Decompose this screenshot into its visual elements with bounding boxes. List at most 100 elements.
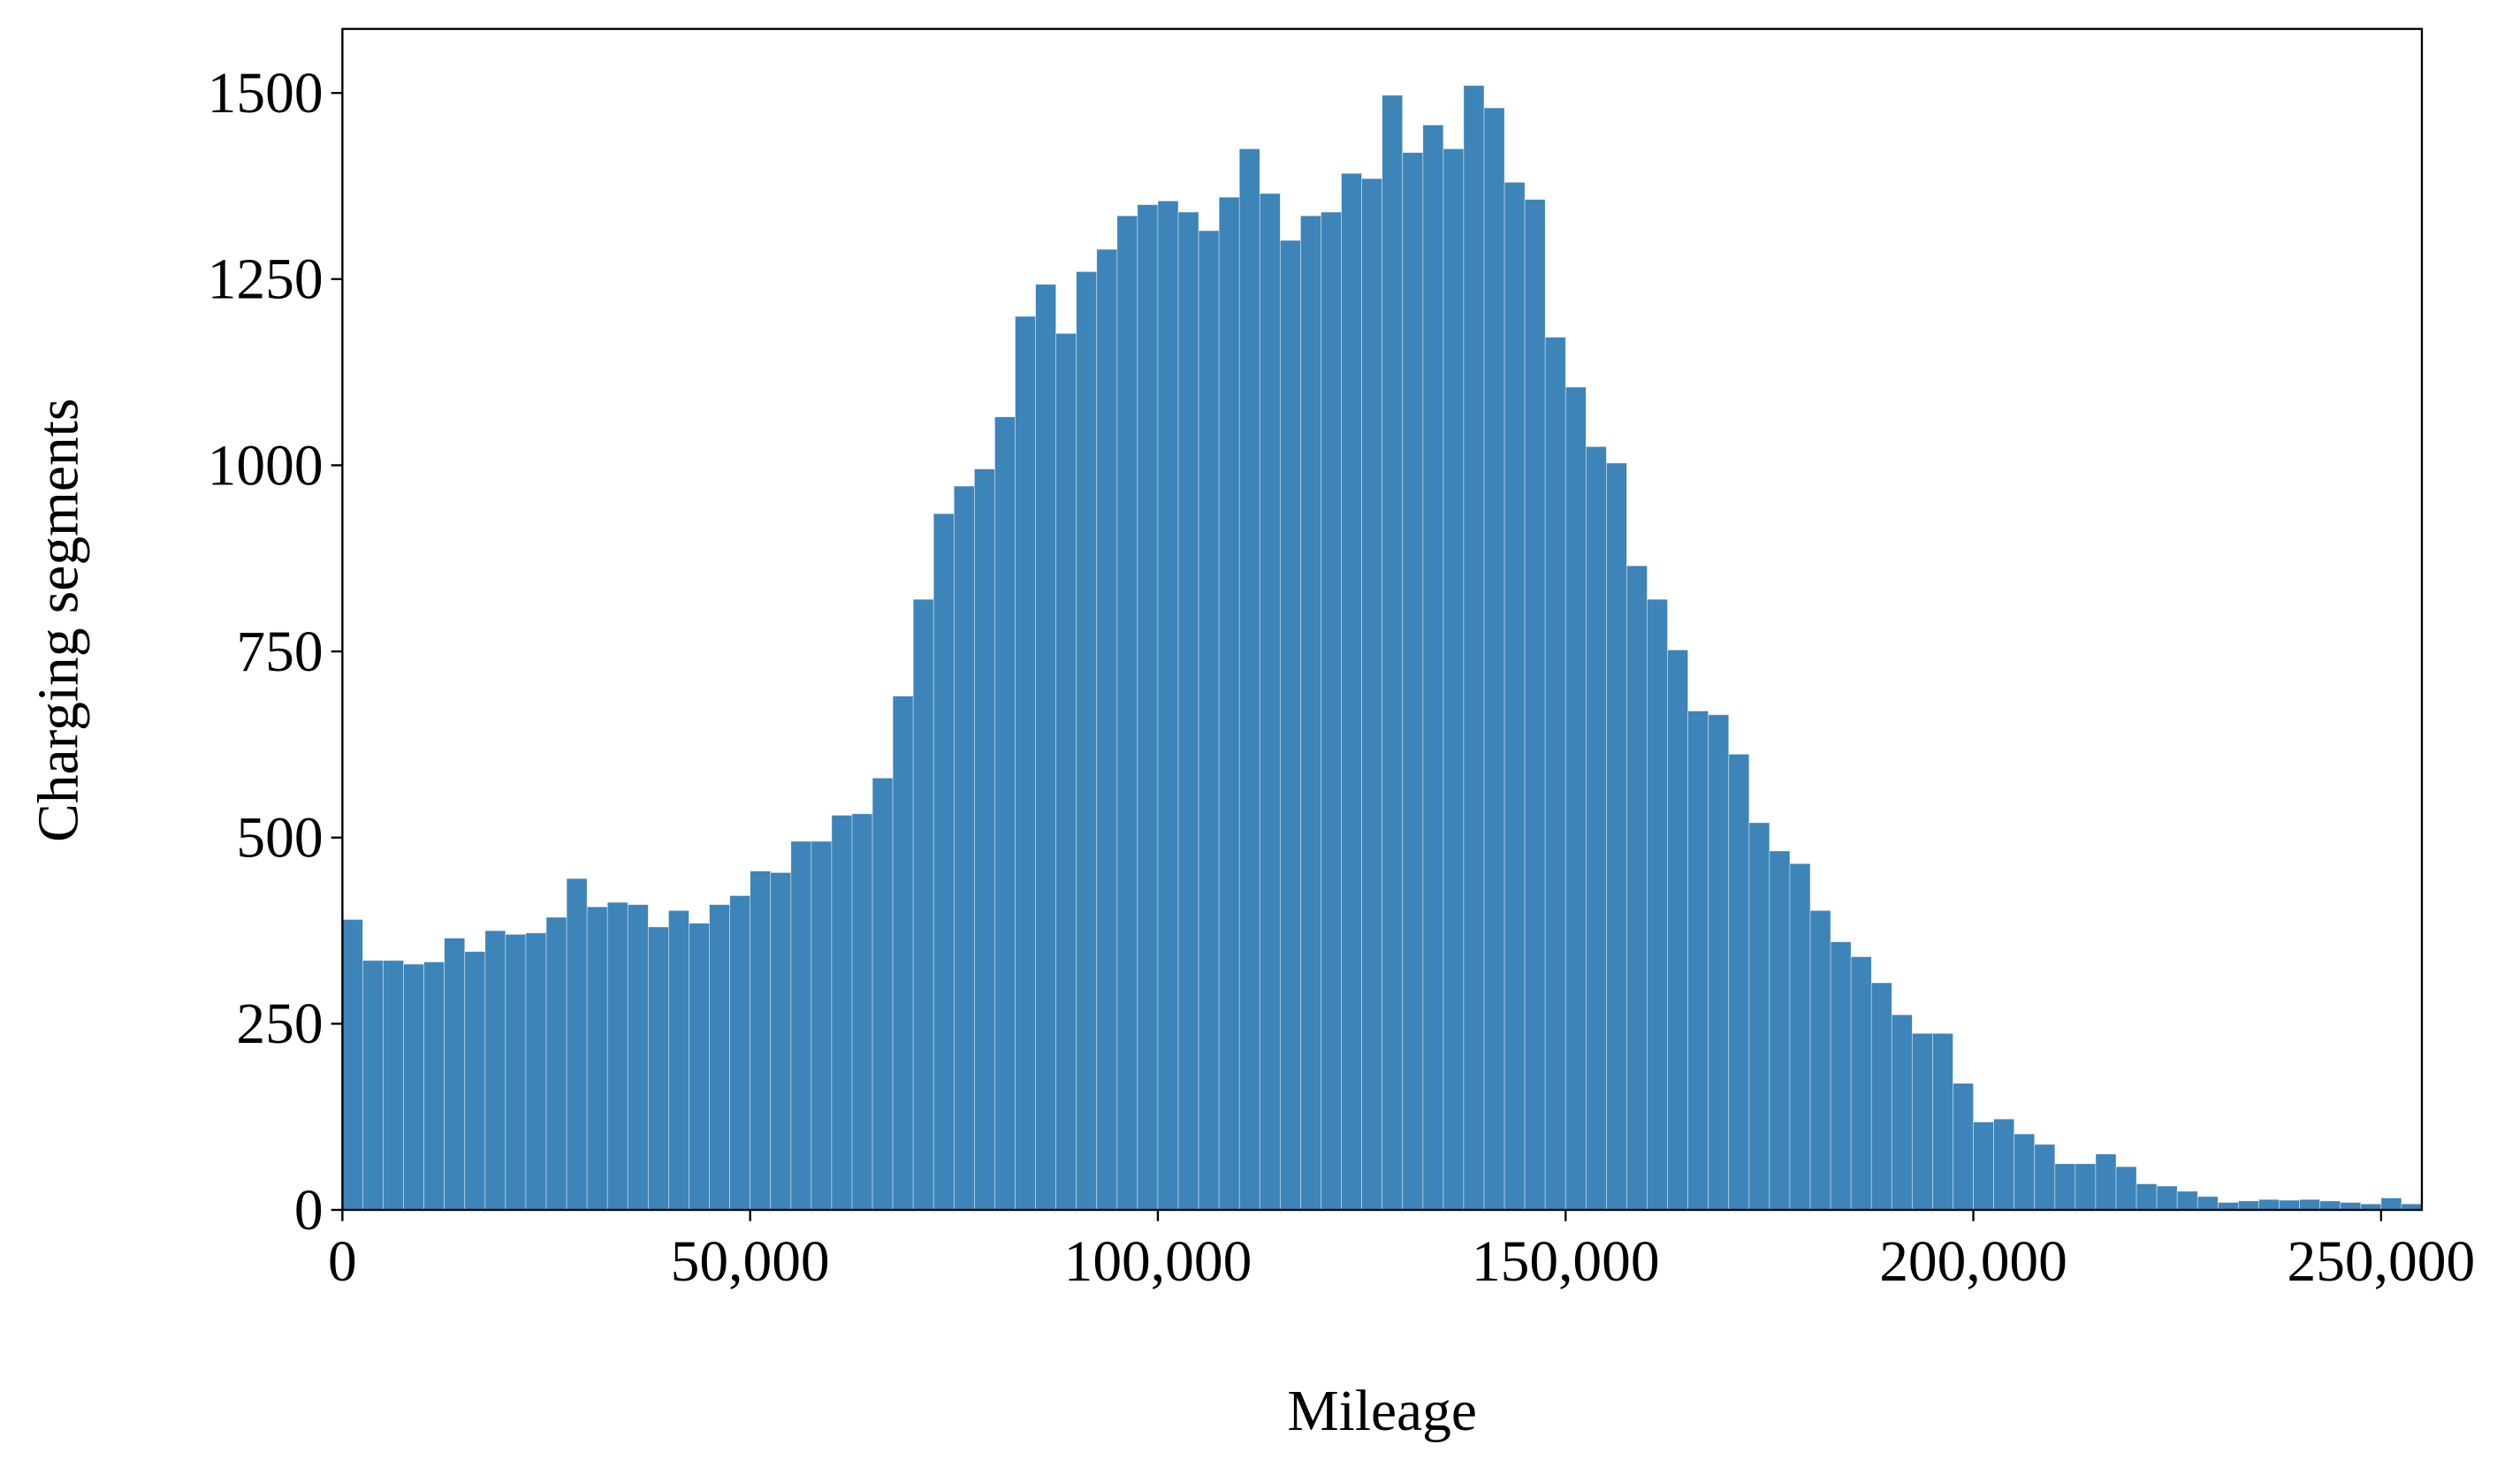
bar xyxy=(1524,199,1546,1211)
bar xyxy=(1769,850,1791,1211)
y-tick-label: 1500 xyxy=(208,62,324,125)
bar xyxy=(2054,1163,2076,1211)
bar xyxy=(647,926,669,1211)
bar xyxy=(1177,211,1199,1211)
bar xyxy=(2156,1185,2178,1211)
bar xyxy=(1198,230,1220,1211)
y-tick-label: 1000 xyxy=(208,434,324,498)
x-tick-label: 250,000 xyxy=(2288,1230,2476,1294)
bar xyxy=(484,930,506,1211)
bar xyxy=(2319,1200,2341,1211)
bar xyxy=(423,962,445,1211)
bar xyxy=(1606,462,1627,1211)
bar xyxy=(1422,125,1444,1211)
y-tick-label: 750 xyxy=(236,620,323,684)
bar xyxy=(2115,1166,2137,1211)
bar xyxy=(1687,711,1709,1211)
bar xyxy=(2136,1183,2158,1211)
bar xyxy=(1891,1014,1913,1211)
bar xyxy=(1076,271,1098,1211)
bar xyxy=(1993,1118,2015,1211)
bar xyxy=(1463,85,1485,1211)
bar xyxy=(974,468,995,1211)
y-tick-label: 500 xyxy=(236,807,323,871)
bar xyxy=(709,904,730,1211)
plot-frame xyxy=(341,27,2424,1212)
bar xyxy=(566,878,588,1211)
bar xyxy=(668,909,689,1211)
bar xyxy=(342,919,363,1211)
bar xyxy=(383,960,404,1211)
bar xyxy=(1341,172,1362,1211)
bar xyxy=(1932,1032,1953,1211)
bar xyxy=(1708,714,1730,1211)
bar xyxy=(362,960,384,1211)
bar xyxy=(1035,284,1057,1211)
y-tick-label: 250 xyxy=(236,992,323,1056)
bar xyxy=(851,813,873,1211)
bar xyxy=(2217,1202,2239,1211)
bar xyxy=(750,871,772,1211)
bar xyxy=(1116,215,1138,1211)
bar xyxy=(444,938,466,1211)
bar xyxy=(1789,863,1811,1211)
bar xyxy=(1483,107,1505,1211)
bar xyxy=(1850,956,1872,1211)
bar xyxy=(1382,95,1404,1211)
bar xyxy=(790,840,812,1211)
bar xyxy=(464,951,486,1211)
bar xyxy=(1870,982,1892,1211)
bar xyxy=(606,901,628,1211)
x-tick-label: 0 xyxy=(328,1230,357,1294)
bar xyxy=(1647,598,1668,1211)
bar xyxy=(1321,211,1342,1211)
x-tick-label: 150,000 xyxy=(1472,1230,1660,1294)
bar xyxy=(1300,215,1321,1211)
bar xyxy=(1361,178,1383,1211)
bar xyxy=(1096,248,1118,1211)
x-tick-label: 50,000 xyxy=(671,1230,830,1294)
bar xyxy=(770,871,792,1211)
y-axis-label: Charging segments xyxy=(27,399,90,842)
bar xyxy=(1544,337,1566,1211)
bar xyxy=(1911,1032,1933,1211)
bar xyxy=(2279,1199,2300,1211)
bar xyxy=(545,916,567,1211)
bar xyxy=(1973,1121,1994,1211)
bar xyxy=(2238,1200,2259,1211)
bar xyxy=(505,933,527,1211)
bar xyxy=(1626,565,1648,1211)
bar xyxy=(1015,316,1036,1211)
bar xyxy=(2095,1153,2117,1211)
y-tick-label: 0 xyxy=(294,1179,324,1243)
bar xyxy=(627,904,649,1211)
y-tick-label: 1250 xyxy=(208,248,324,312)
bar xyxy=(403,963,424,1211)
bar xyxy=(2380,1197,2402,1211)
bar xyxy=(1443,148,1465,1211)
bar xyxy=(1402,152,1424,1211)
bar xyxy=(1259,193,1281,1211)
bar xyxy=(586,906,608,1211)
bar xyxy=(1565,386,1587,1211)
x-tick-label: 200,000 xyxy=(1879,1230,2067,1294)
bar xyxy=(1137,204,1159,1211)
bar xyxy=(1157,200,1179,1211)
bar xyxy=(2196,1196,2219,1211)
bar xyxy=(1218,196,1240,1211)
bar xyxy=(994,416,1016,1211)
bar xyxy=(1809,909,1831,1211)
bar xyxy=(872,777,894,1211)
bar xyxy=(1238,148,1260,1211)
bar xyxy=(1748,822,1770,1211)
bar xyxy=(729,895,751,1211)
x-axis-label: Mileage xyxy=(1287,1380,1476,1443)
bar xyxy=(933,513,955,1211)
bar xyxy=(2075,1163,2097,1211)
bar xyxy=(2034,1144,2056,1211)
bar xyxy=(1667,650,1689,1211)
bar xyxy=(2258,1198,2280,1211)
x-tick-label: 100,000 xyxy=(1064,1230,1252,1294)
bar xyxy=(1055,332,1077,1211)
